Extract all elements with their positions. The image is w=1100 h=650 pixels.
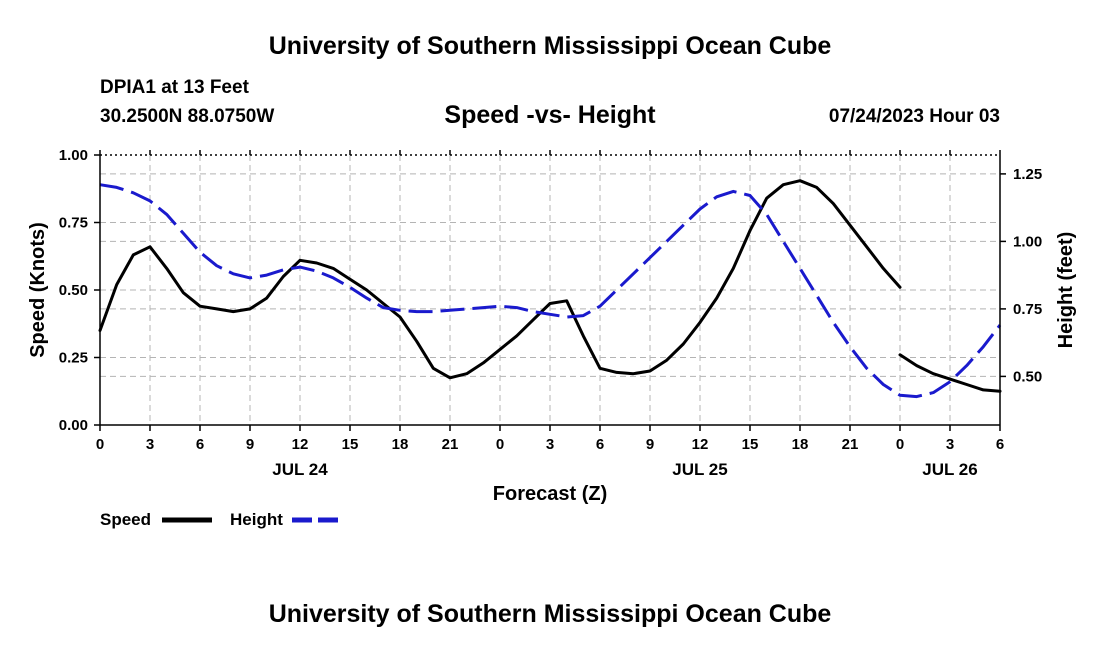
x-tick-label: 12 — [292, 436, 309, 453]
y-tick-label: 0.00 — [59, 417, 88, 434]
y-tick-label: 0.75 — [59, 215, 88, 232]
grid-lines — [100, 155, 1000, 425]
series-lines — [98, 179, 1002, 399]
date-label: JUL 25 — [672, 460, 727, 479]
legend-height-label: Height — [230, 510, 283, 529]
x-tick-label: 9 — [646, 436, 654, 453]
date-label: JUL 26 — [922, 460, 977, 479]
coordinates-label: 30.2500N 88.0750W — [100, 106, 275, 127]
series-line-speed — [98, 179, 902, 380]
axes — [94, 150, 1006, 431]
y2-axis-label: Height (feet) — [1055, 232, 1077, 349]
x-tick-label: 18 — [392, 436, 409, 453]
x-tick-label: 6 — [996, 436, 1004, 453]
x-tick-label: 9 — [246, 436, 254, 453]
chart-subtitle: Speed -vs- Height — [444, 101, 656, 129]
tick-labels: 0 3 6 9 12 15 18 21 0 3 6 9 12 15 18 21 0 3 6 JUL 24 JUL 25 J… — [59, 147, 1042, 479]
y-tick-label: 0.25 — [59, 350, 88, 367]
y2-tick-label: 0.50 — [1013, 368, 1042, 385]
legend-speed-label: Speed — [100, 510, 151, 529]
x-tick-label: 0 — [896, 436, 904, 453]
y-axis-label: Speed (Knots) — [27, 222, 49, 358]
page-title: University of Southern Mississippi Ocean… — [268, 32, 832, 60]
x-tick-label: 3 — [146, 436, 154, 453]
x-tick-label: 3 — [946, 436, 954, 453]
x-tick-label: 12 — [692, 436, 709, 453]
x-tick-label: 18 — [792, 436, 809, 453]
speed-height-chart: 0 3 6 9 12 15 18 21 0 3 6 9 12 15 18 21 0 3 6 JUL 24 JUL 25 J… — [27, 147, 1077, 529]
station-label: DPIA1 at 13 Feet — [100, 77, 249, 98]
series-line-height — [99, 183, 1002, 399]
y2-tick-label: 1.25 — [1013, 166, 1042, 183]
x-tick-label: 3 — [546, 436, 554, 453]
y2-tick-label: 1.00 — [1013, 233, 1042, 250]
x-tick-label: 15 — [342, 436, 359, 453]
x-axis-label: Forecast (Z) — [493, 483, 607, 505]
y-tick-label: 0.50 — [59, 282, 88, 299]
x-tick-label: 0 — [496, 436, 504, 453]
series-line-speed-tail — [898, 353, 1002, 393]
x-tick-label: 21 — [842, 436, 859, 453]
y-tick-label: 1.00 — [59, 147, 88, 164]
date-label: JUL 24 — [272, 460, 328, 479]
x-tick-label: 21 — [442, 436, 459, 453]
y2-tick-label: 0.75 — [1013, 301, 1042, 318]
footer-title: University of Southern Mississippi Ocean… — [268, 600, 832, 628]
x-tick-label: 6 — [596, 436, 604, 453]
x-tick-label: 6 — [196, 436, 204, 453]
x-tick-label: 0 — [96, 436, 104, 453]
x-tick-label: 15 — [742, 436, 759, 453]
datetime-label: 07/24/2023 Hour 03 — [828, 106, 1000, 127]
